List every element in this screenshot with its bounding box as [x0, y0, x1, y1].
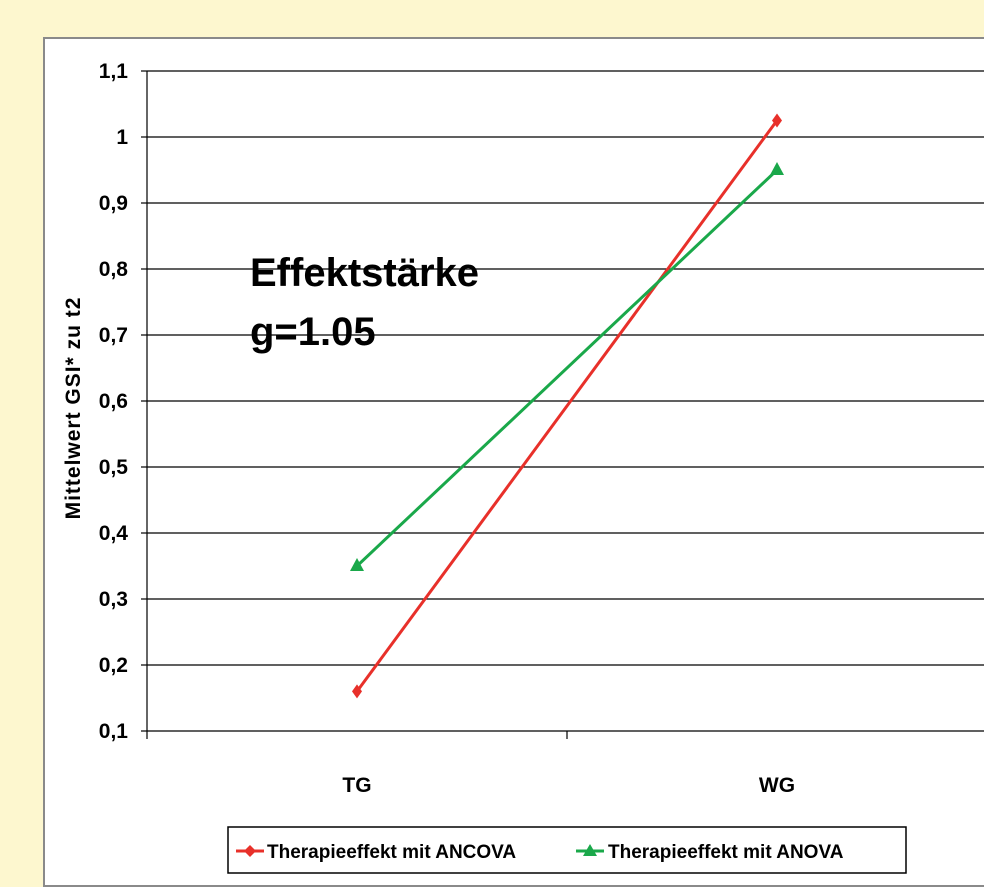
- x-category-label: TG: [342, 774, 371, 797]
- legend-ancova-label: Therapieeffekt mit ANCOVA: [267, 842, 516, 863]
- y-axis-title: Mittelwert GSI* zu t2: [62, 297, 85, 520]
- effect-size-label: Effektstärke: [250, 251, 479, 295]
- y-tick-label: 0,3: [99, 588, 128, 611]
- x-category-labels: TG WG: [342, 774, 795, 797]
- y-tick-label: 0,9: [99, 192, 128, 215]
- data-point: [770, 162, 784, 175]
- series: [350, 113, 784, 699]
- y-tick-label: 0,1: [99, 720, 129, 743]
- y-tick-label: 0,2: [99, 654, 128, 677]
- y-tick-label: 0,7: [99, 324, 128, 347]
- legend-anova-marker: [583, 844, 597, 856]
- series-line: [355, 119, 779, 693]
- y-tick-label: 0,5: [99, 456, 129, 479]
- series-line: [355, 168, 779, 568]
- legend-ancova-marker: [244, 845, 256, 857]
- y-tick-label: 1: [116, 126, 128, 149]
- chart-frame: [43, 37, 984, 887]
- gridlines: [147, 70, 984, 666]
- y-tick-label: 0,4: [99, 522, 129, 545]
- series-anova: [350, 162, 784, 571]
- legend-box: [227, 826, 907, 874]
- effect-size-value: g=1.05: [250, 310, 376, 354]
- data-point: [350, 558, 364, 571]
- y-tick-label: 0,6: [99, 390, 128, 413]
- y-tick-label: 1,1: [99, 60, 129, 83]
- y-tick-label: 0,8: [99, 258, 129, 281]
- axes: [141, 70, 984, 739]
- data-point: [772, 113, 782, 128]
- series-ancova: [352, 113, 782, 699]
- legend-anova-label: Therapieeffekt mit ANOVA: [608, 842, 844, 863]
- legend: Therapieeffekt mit ANCOVA Therapieeffekt…: [227, 826, 907, 874]
- x-category-label: WG: [759, 774, 795, 797]
- data-point: [352, 684, 362, 699]
- y-tick-labels: 0,1 0,2 0,3 0,4 0,5 0,6 0,7 0,8 0,9 1 1,1: [99, 60, 129, 743]
